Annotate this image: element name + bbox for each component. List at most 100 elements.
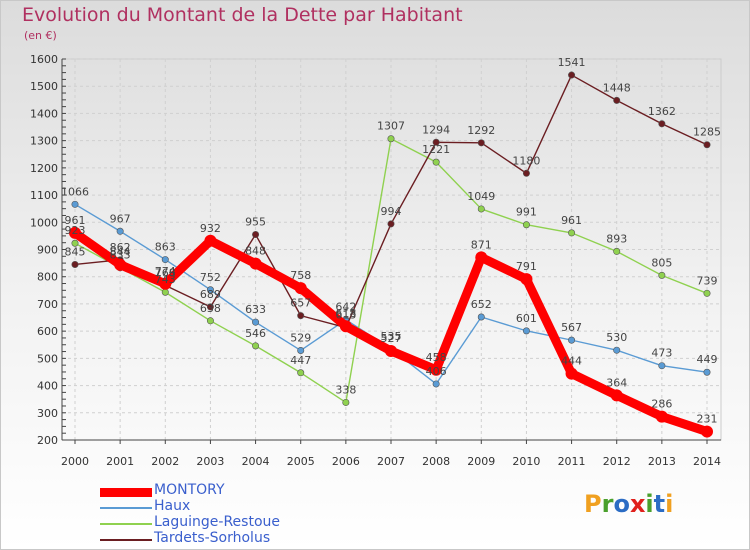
x-tick-label: 2005 [287,455,315,468]
data-point [159,277,172,290]
x-tick-label: 2004 [242,455,270,468]
data-point [432,138,440,146]
data-point [71,260,79,268]
data-point [432,380,440,388]
data-point [252,231,260,239]
data-label: 1292 [467,124,495,137]
data-label: 1221 [422,143,450,156]
logo-letter: x [629,490,646,518]
legend-label: Tardets-Sorholus [154,530,271,546]
x-tick-label: 2001 [106,455,134,468]
data-label: 458 [426,351,447,364]
data-label: 991 [516,206,537,219]
data-point [116,227,124,235]
x-tick-label: 2000 [61,455,89,468]
data-label: 406 [426,365,447,378]
data-point [520,273,533,286]
data-label: 833 [110,249,131,262]
data-point [161,256,169,264]
legend-label: Laguinge-Restoue [154,514,280,530]
data-label: 1448 [603,81,631,94]
data-point [69,226,81,239]
data-point [71,200,79,208]
y-tick-label: 1100 [30,189,58,202]
data-label: 967 [110,212,131,225]
y-tick-label: 300 [37,407,58,420]
data-label: 1049 [467,190,495,203]
data-label: 529 [290,331,311,344]
axes: 200 300 400 500 600 700 800 900 1000 1100 1200 1300… [30,53,721,468]
data-point [613,96,621,104]
logo-letter: r [601,490,614,518]
legend-label: Haux [154,498,191,514]
data-point [522,169,530,177]
data-point [387,135,395,143]
data-point [114,258,127,271]
data-point [339,320,352,333]
data-label: 633 [245,303,266,316]
logo-letter: i [665,490,674,518]
data-point [522,221,530,229]
data-label: 961 [65,214,86,227]
series-group [69,71,713,438]
x-tick-label: 2010 [512,455,540,468]
data-point [297,312,305,320]
y-tick-label: 200 [37,434,58,447]
data-label: 893 [606,232,627,245]
x-tick-label: 2008 [422,455,450,468]
x-tick-label: 2007 [377,455,405,468]
x-tick-label: 2013 [648,455,676,468]
data-point [252,318,260,326]
data-label: 546 [245,327,266,340]
data-label: 473 [651,347,672,360]
data-point [701,425,713,438]
data-point [204,234,217,247]
data-label: 955 [245,216,266,229]
data-point [613,346,621,354]
data-label: 994 [381,205,402,218]
data-label: 652 [471,298,492,311]
data-point [658,271,666,279]
logo-letter: i [645,490,654,518]
data-point [703,368,711,376]
legend-swatch [100,507,152,509]
data-label: 845 [65,245,86,258]
data-label: 743 [155,273,176,286]
data-point [613,247,621,255]
data-label: 1362 [648,105,676,118]
y-tick-label: 700 [37,298,58,311]
y-tick-label: 400 [37,380,58,393]
y-tick-label: 1500 [30,80,58,93]
data-label: 618 [335,307,356,320]
x-tick-label: 2014 [693,455,721,468]
logo-letter: t [653,490,666,518]
data-label: 530 [606,331,627,344]
x-tick-label: 2002 [151,455,179,468]
y-tick-label: 1400 [30,107,58,120]
data-label: 768 [155,266,176,279]
data-point [297,369,305,377]
unit-label: (en €) [24,29,57,42]
data-point [610,389,623,402]
data-label: 1307 [377,120,405,133]
proxiti-logo: Proxiti [584,490,673,518]
data-label: 774 [155,265,176,278]
chart-title: Evolution du Montant de la Dette par Hab… [22,4,463,26]
data-label: 862 [110,241,131,254]
data-label: 642 [335,301,356,314]
data-point [297,346,305,354]
data-label: 444 [561,355,582,368]
data-point [522,327,530,335]
data-point [655,410,668,423]
data-point [658,120,666,128]
data-label: 567 [561,321,582,334]
logo-letter: P [584,490,602,518]
data-point [475,251,488,264]
data-label: 848 [245,245,266,258]
y-tick-label: 1300 [30,135,58,148]
data-point [432,158,440,166]
data-point [294,282,307,295]
data-point [385,345,397,358]
